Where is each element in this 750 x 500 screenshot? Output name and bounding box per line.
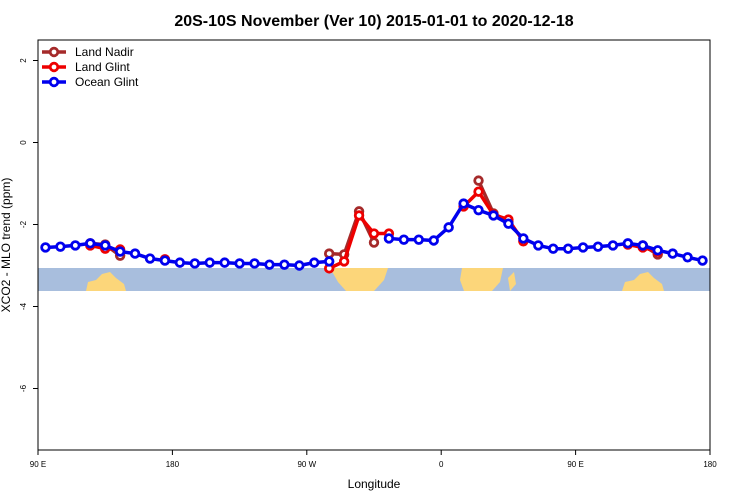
land-shape [460, 268, 503, 291]
data-point [279, 259, 290, 270]
legend-marker [48, 46, 60, 58]
data-point [443, 222, 454, 233]
data-point [428, 235, 439, 246]
data-point [324, 256, 335, 267]
map-strip [38, 268, 710, 291]
data-point [398, 234, 410, 245]
x-tick-label: 0 [439, 460, 444, 469]
data-point [667, 248, 678, 259]
data-point [473, 175, 484, 186]
data-point [368, 228, 380, 239]
series-line [328, 213, 389, 270]
data-point [637, 240, 648, 251]
data-point [697, 255, 708, 266]
y-tick-label: -6 [19, 384, 28, 392]
data-point [55, 241, 66, 252]
x-axis-label: Longitude [348, 477, 401, 491]
data-point [85, 238, 96, 249]
data-point [548, 243, 559, 254]
data-point [174, 257, 186, 268]
y-axis-label: XCO2 - MLO trend (ppm) [0, 178, 13, 313]
data-point [114, 246, 126, 257]
data-point [622, 238, 634, 249]
data-point [383, 233, 395, 244]
data-point [189, 258, 200, 269]
data-point [99, 240, 111, 251]
data-point [577, 242, 589, 253]
data-point [70, 240, 81, 251]
data-point [503, 218, 514, 229]
y-tick-label: 0 [19, 140, 28, 145]
data-point [294, 260, 305, 271]
land-shape [622, 272, 664, 291]
data-point [518, 233, 529, 244]
legend-marker [48, 76, 60, 88]
data-point [368, 237, 380, 248]
data-point [592, 241, 604, 252]
data-point [204, 257, 215, 268]
legend-marker [48, 61, 60, 73]
legend-label: Land Glint [75, 60, 130, 74]
data-point [40, 242, 51, 253]
legend-label: Ocean Glint [75, 75, 139, 89]
y-tick-label: -4 [19, 302, 28, 310]
data-point [234, 258, 245, 269]
legend-label: Land Nadir [75, 45, 134, 59]
series-line [388, 201, 703, 263]
data-point [682, 252, 693, 263]
data-point [264, 259, 275, 270]
x-tick-label: 90 E [30, 460, 46, 469]
land-shape [330, 268, 388, 291]
land-shape [508, 272, 516, 291]
data-point [159, 255, 171, 266]
chart-title: 20S-10S November (Ver 10) 2015-01-01 to … [174, 13, 573, 30]
data-point [249, 258, 260, 269]
data-point [473, 204, 484, 216]
plot-frame [37, 39, 711, 451]
data-point [607, 240, 619, 251]
data-point [458, 198, 469, 209]
data-point [488, 210, 499, 221]
x-tick-label: 90 E [567, 460, 583, 469]
land-shape [86, 272, 126, 291]
data-point [129, 248, 141, 259]
data-point [309, 257, 320, 268]
x-tick-label: 180 [166, 460, 180, 469]
y-tick-label: 2 [19, 58, 28, 63]
data-point [353, 210, 365, 221]
data-point [562, 243, 574, 254]
x-tick-label: 180 [703, 460, 717, 469]
x-tick-label: 90 W [297, 460, 316, 469]
y-tick-label: -2 [19, 220, 28, 228]
data-point [473, 186, 484, 197]
data-point [652, 245, 663, 256]
data-point [338, 256, 350, 267]
data-point [144, 253, 156, 264]
data-point [533, 240, 544, 251]
data-point [219, 257, 230, 268]
data-point [413, 234, 424, 245]
